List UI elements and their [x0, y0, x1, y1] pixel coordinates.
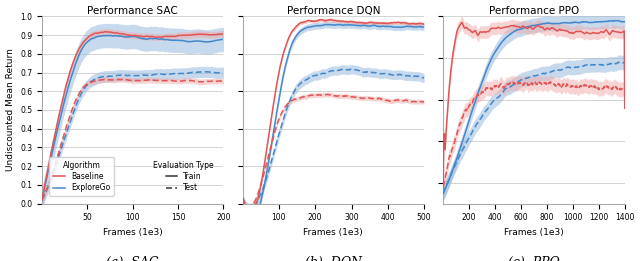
X-axis label: Frames (1e3): Frames (1e3): [303, 228, 364, 237]
Text: (b)  DQN: (b) DQN: [305, 256, 362, 261]
Title: Performance PPO: Performance PPO: [489, 5, 579, 16]
Title: Performance DQN: Performance DQN: [287, 5, 380, 16]
Text: (c)  PPO: (c) PPO: [508, 256, 560, 261]
Legend: Train, Test: Train, Test: [150, 157, 218, 196]
Text: (a)  SAC: (a) SAC: [106, 256, 159, 261]
Title: Performance SAC: Performance SAC: [87, 5, 178, 16]
Y-axis label: Undiscounted Mean Return: Undiscounted Mean Return: [6, 49, 15, 171]
X-axis label: Frames (1e3): Frames (1e3): [103, 228, 163, 237]
X-axis label: Frames (1e3): Frames (1e3): [504, 228, 564, 237]
